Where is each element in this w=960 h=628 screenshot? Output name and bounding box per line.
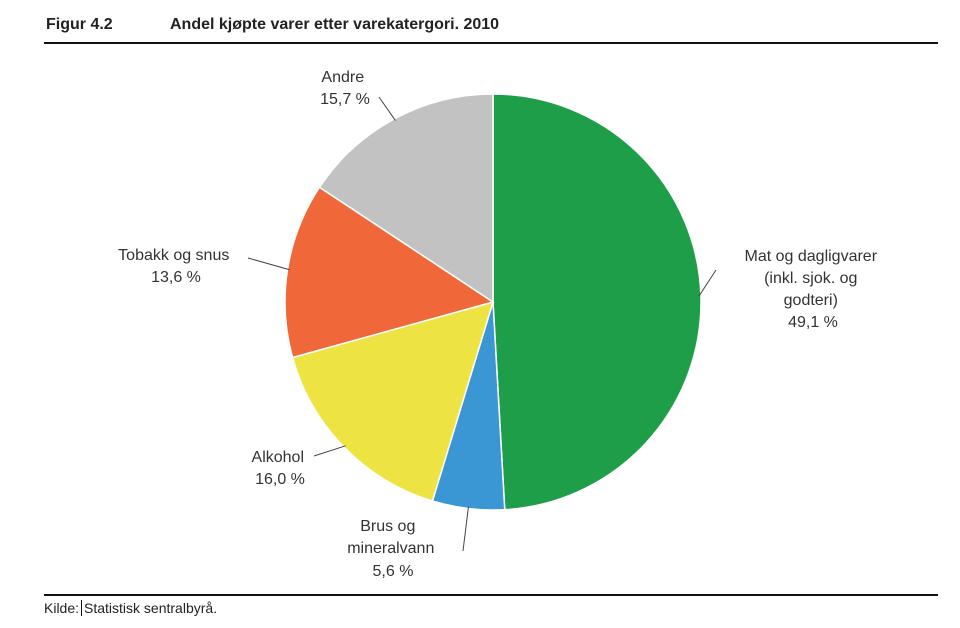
- leader-line-brus: [462, 506, 469, 552]
- slice-value-mat: 49,1 %: [788, 314, 838, 331]
- slice-value-andre: 15,7 %: [320, 91, 370, 108]
- slice-label-mat: Mat og dagligvarer (inkl. sjok. og godte…: [745, 248, 882, 331]
- slice-value-alkohol: 16,0 %: [255, 471, 305, 488]
- leader-line-tobakk: [247, 257, 290, 271]
- leader-line-mat: [698, 269, 717, 297]
- figure-header: Figur 4.2 Andel kjøpte varer etter varek…: [44, 14, 938, 44]
- leader-line-alkohol: [313, 445, 346, 457]
- pie-slice-mat: [492, 93, 702, 511]
- slice-value-tobakk: 13,6 %: [151, 269, 201, 286]
- figure-number: Figur 4.2: [46, 16, 113, 33]
- source-label: Kilde:: [44, 600, 83, 616]
- pie-slice-alkohol: [291, 300, 495, 502]
- slice-label-tobakk: Tobakk og snus 13,6 %: [118, 247, 234, 286]
- slice-label-brus: Brus og mineralvann 5,6 %: [347, 518, 439, 580]
- figure-title: Andel kjøpte varer etter varekatergori. …: [170, 16, 500, 33]
- slice-value-brus: 5,6 %: [373, 563, 414, 580]
- figure-footer: Kilde: Statistisk sentralbyrå.: [44, 594, 938, 616]
- leader-lines: [247, 96, 717, 552]
- pie-slices: [284, 93, 702, 511]
- leader-line-andre: [378, 96, 396, 121]
- source-text: Statistisk sentralbyrå.: [84, 600, 218, 616]
- slice-label-alkohol: Alkohol 16,0 %: [252, 449, 309, 488]
- slice-label-andre: Andre 15,7 %: [320, 69, 370, 108]
